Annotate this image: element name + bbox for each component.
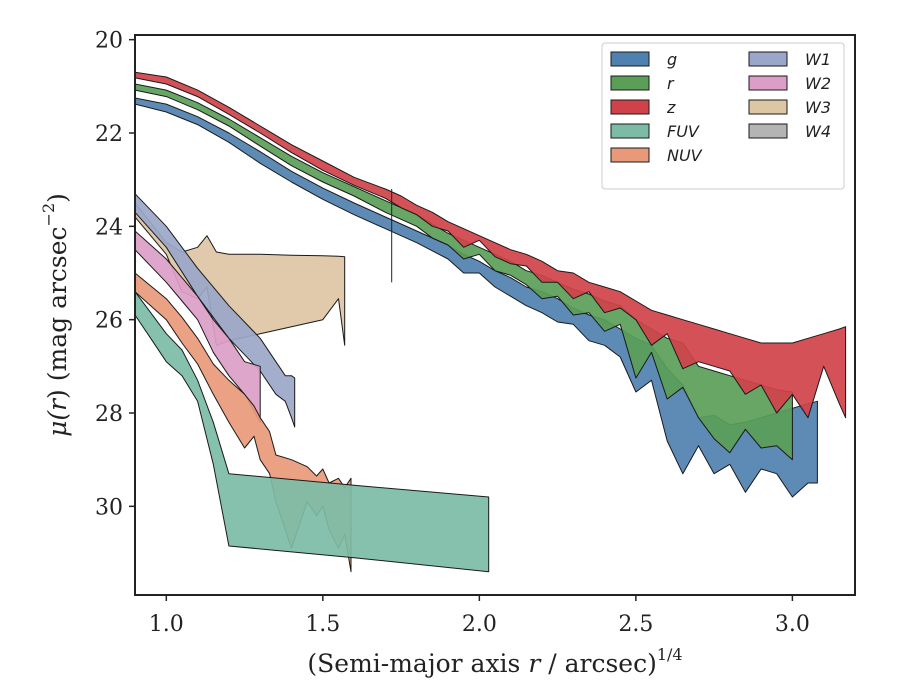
x-tick-label: 2.0: [462, 612, 497, 637]
legend-label: W3: [805, 98, 831, 117]
legend-label: FUV: [667, 122, 700, 141]
y-tick-label: 24: [95, 215, 123, 240]
y-tick-label: 30: [95, 495, 123, 520]
band-z: [135, 71, 847, 419]
legend-swatch: [610, 75, 650, 91]
legend-swatch: [748, 75, 788, 91]
legend-label: r: [667, 74, 675, 93]
x-tick-label: 1.5: [305, 612, 340, 637]
legend-swatch: [610, 147, 650, 163]
x-tick-label: 1.0: [149, 612, 184, 637]
x-tick-label: 3.0: [775, 612, 810, 637]
x-axis-label: (Semi-major axis r / arcsec)1/4: [307, 645, 682, 678]
plot-frame: [134, 34, 856, 596]
y-tick-label: 22: [95, 122, 123, 147]
band-fuv: [135, 291, 490, 573]
y-tick-label: 26: [95, 309, 123, 334]
legend-swatch: [748, 123, 788, 139]
legend-label: W2: [805, 74, 831, 93]
y-axis-label-close: ): [43, 193, 72, 203]
legend-swatch: [610, 51, 650, 67]
y-axis-label-mid: ) (mag arcsec: [43, 226, 72, 399]
legend-label: W4: [805, 122, 831, 141]
x-tick-label: 2.5: [618, 612, 653, 637]
legend-items: grz FUV NUV W1 W2 W3 W4: [610, 50, 831, 165]
profile-bands: [135, 71, 847, 573]
legend-label: z: [666, 98, 676, 117]
y-axis-label-mu: μ(: [43, 410, 72, 437]
legend-swatch: [610, 123, 650, 139]
y-tick-label: 20: [95, 29, 123, 54]
y-axis-label: μ(r) (mag arcsec−2): [39, 193, 72, 437]
y-axis-label-var: r: [43, 397, 72, 411]
y-axis-ticks: 20 22 24 26 28 30: [95, 29, 135, 520]
y-tick-label: 28: [95, 402, 123, 427]
legend-swatch: [748, 99, 788, 115]
x-axis-label-suffix: / arcsec): [540, 649, 657, 678]
legend-label: NUV: [667, 146, 703, 165]
legend-label: g: [667, 50, 677, 69]
x-axis-label-var: r: [528, 649, 542, 678]
x-axis-label-prefix: (Semi-major axis: [307, 649, 528, 678]
y-axis-label-exponent: −2: [39, 203, 58, 227]
band-g: [135, 97, 818, 498]
legend-swatch: [610, 99, 650, 115]
legend: grz FUV NUV W1 W2 W3 W4: [601, 42, 845, 190]
x-axis-ticks: 1.0 1.5 2.0 2.5 3.0: [149, 595, 810, 637]
x-axis-label-exponent: 1/4: [657, 645, 683, 664]
legend-swatch: [748, 51, 788, 67]
legend-label: W1: [805, 50, 831, 69]
